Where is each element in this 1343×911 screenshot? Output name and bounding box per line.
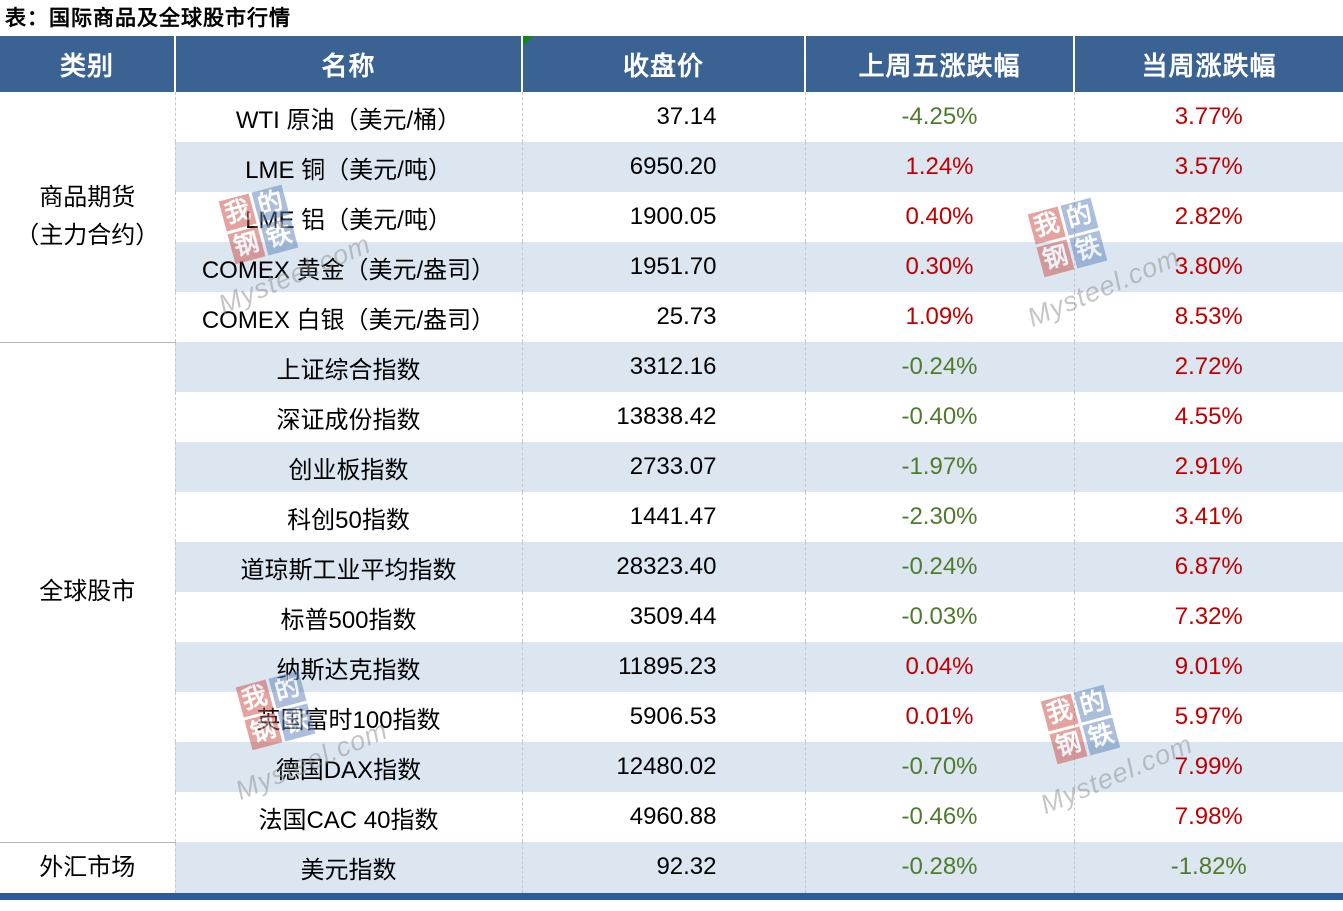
- header-lastfriday-change: 上周五涨跌幅: [805, 36, 1075, 92]
- lastfriday-change-cell: 1.24%: [805, 142, 1075, 192]
- close-price-cell: 2733.07: [522, 442, 806, 492]
- table-row: LME 铝（美元/吨） 1900.05 0.40% 2.82%: [0, 192, 1343, 242]
- lastfriday-change-cell: -0.24%: [805, 542, 1075, 592]
- close-price-cell: 1900.05: [522, 192, 806, 242]
- week-change-cell: 2.72%: [1074, 342, 1343, 392]
- category-cell: 商品期货 （主力合约）: [0, 92, 176, 342]
- lastfriday-change-cell: -0.40%: [805, 392, 1075, 442]
- week-change-cell: 7.99%: [1074, 742, 1343, 792]
- week-change-cell: 7.32%: [1074, 592, 1343, 642]
- lastfriday-change-cell: -4.25%: [805, 92, 1075, 142]
- page-title: 表：国际商品及全球股市行情: [5, 7, 291, 30]
- table-row: 纳斯达克指数 11895.23 0.04% 9.01%: [0, 642, 1343, 692]
- lastfriday-change-cell: 1.09%: [805, 292, 1075, 342]
- name-cell: 纳斯达克指数: [175, 642, 523, 692]
- week-change-cell: 5.97%: [1074, 692, 1343, 742]
- header-row: 类别 名称 收盘价 上周五涨跌幅 当周涨跌幅: [0, 36, 1343, 92]
- comment-flag-icon: [523, 36, 533, 46]
- table-row: 法国CAC 40指数 4960.88 -0.46% 7.98%: [0, 792, 1343, 842]
- header-category-label: 类别: [59, 50, 114, 81]
- lastfriday-change-cell: -1.97%: [805, 442, 1075, 492]
- table-row: 外汇市场 美元指数 92.32 -0.28% -1.82%: [0, 841, 1343, 896]
- name-cell: COMEX 白银（美元/盎司）: [175, 292, 523, 342]
- name-cell: 道琼斯工业平均指数: [175, 542, 523, 592]
- week-change-cell: 3.57%: [1074, 142, 1343, 192]
- header-close: 收盘价: [522, 36, 806, 92]
- table-row: 英国富时100指数 5906.53 0.01% 5.97%: [0, 692, 1343, 742]
- market-table: 类别 名称 收盘价 上周五涨跌幅 当周涨跌幅 商品期货 （主力合约） WTI 原油…: [0, 36, 1343, 900]
- name-cell: 德国DAX指数: [175, 742, 523, 792]
- lastfriday-change-cell: -0.24%: [805, 342, 1075, 392]
- close-price-cell: 3509.44: [522, 592, 806, 642]
- week-change-cell: 2.82%: [1074, 192, 1343, 242]
- week-change-cell: 6.87%: [1074, 542, 1343, 592]
- name-cell: 科创50指数: [175, 492, 523, 542]
- category-cell: 全球股市: [0, 341, 176, 842]
- week-change-cell: 7.98%: [1074, 792, 1343, 842]
- close-price-cell: 28323.40: [522, 542, 806, 592]
- week-change-cell: 4.55%: [1074, 392, 1343, 442]
- table-row: 道琼斯工业平均指数 28323.40 -0.24% 6.87%: [0, 542, 1343, 592]
- week-change-cell: -1.82%: [1074, 842, 1343, 896]
- close-price-cell: 5906.53: [522, 692, 806, 742]
- close-price-cell: 4960.88: [522, 792, 806, 842]
- close-price-cell: 25.73: [522, 292, 806, 342]
- week-change-cell: 3.80%: [1074, 242, 1343, 292]
- lastfriday-change-cell: -0.70%: [805, 742, 1075, 792]
- week-change-cell: 3.41%: [1074, 492, 1343, 542]
- close-price-cell: 12480.02: [522, 742, 806, 792]
- name-cell: 上证综合指数: [175, 342, 523, 392]
- header-week-label: 当周涨跌幅: [1141, 50, 1277, 81]
- table-row: 标普500指数 3509.44 -0.03% 7.32%: [0, 592, 1343, 642]
- category-cell: 外汇市场: [0, 841, 176, 896]
- name-cell: WTI 原油（美元/桶）: [175, 92, 523, 142]
- table-row: 创业板指数 2733.07 -1.97% 2.91%: [0, 442, 1343, 492]
- lastfriday-change-cell: -2.30%: [805, 492, 1075, 542]
- close-price-cell: 11895.23: [522, 642, 806, 692]
- week-change-cell: 3.77%: [1074, 92, 1343, 142]
- table-row: LME 铜（美元/吨） 6950.20 1.24% 3.57%: [0, 142, 1343, 192]
- table-row: 德国DAX指数 12480.02 -0.70% 7.99%: [0, 742, 1343, 792]
- table-row: COMEX 黄金（美元/盎司） 1951.70 0.30% 3.80%: [0, 242, 1343, 292]
- lastfriday-change-cell: 0.01%: [805, 692, 1075, 742]
- close-price-cell: 13838.42: [522, 392, 806, 442]
- table-row: COMEX 白银（美元/盎司） 25.73 1.09% 8.53%: [0, 292, 1343, 342]
- name-cell: COMEX 黄金（美元/盎司）: [175, 242, 523, 292]
- week-change-cell: 8.53%: [1074, 292, 1343, 342]
- table-row: 科创50指数 1441.47 -2.30% 3.41%: [0, 492, 1343, 542]
- header-name-label: 名称: [321, 50, 376, 81]
- lastfriday-change-cell: -0.46%: [805, 792, 1075, 842]
- close-price-cell: 37.14: [522, 92, 806, 142]
- week-change-cell: 2.91%: [1074, 442, 1343, 492]
- header-close-label: 收盘价: [622, 50, 704, 81]
- close-price-cell: 92.32: [522, 842, 806, 896]
- header-lastfriday-label: 上周五涨跌幅: [858, 50, 1021, 81]
- lastfriday-change-cell: 0.30%: [805, 242, 1075, 292]
- name-cell: 美元指数: [175, 842, 523, 896]
- name-cell: LME 铝（美元/吨）: [175, 192, 523, 242]
- table-row: 全球股市 上证综合指数 3312.16 -0.24% 2.72%: [0, 341, 1343, 842]
- close-price-cell: 3312.16: [522, 342, 806, 392]
- name-cell: 标普500指数: [175, 592, 523, 642]
- lastfriday-change-cell: -0.03%: [805, 592, 1075, 642]
- header-week-change: 当周涨跌幅: [1074, 36, 1343, 92]
- close-price-cell: 6950.20: [522, 142, 806, 192]
- header-name: 名称: [175, 36, 523, 92]
- lastfriday-change-cell: 0.04%: [805, 642, 1075, 692]
- close-price-cell: 1441.47: [522, 492, 806, 542]
- name-cell: 深证成份指数: [175, 392, 523, 442]
- table-row: 商品期货 （主力合约） WTI 原油（美元/桶） 37.14 -4.25% 3.77%: [0, 92, 1343, 342]
- week-change-cell: 9.01%: [1074, 642, 1343, 692]
- table-row: 深证成份指数 13838.42 -0.40% 4.55%: [0, 392, 1343, 442]
- name-cell: 法国CAC 40指数: [175, 792, 523, 842]
- close-price-cell: 1951.70: [522, 242, 806, 292]
- lastfriday-change-cell: -0.28%: [805, 842, 1075, 896]
- name-cell: LME 铜（美元/吨）: [175, 142, 523, 192]
- name-cell: 英国富时100指数: [175, 692, 523, 742]
- lastfriday-change-cell: 0.40%: [805, 192, 1075, 242]
- name-cell: 创业板指数: [175, 442, 523, 492]
- header-category: 类别: [0, 36, 176, 92]
